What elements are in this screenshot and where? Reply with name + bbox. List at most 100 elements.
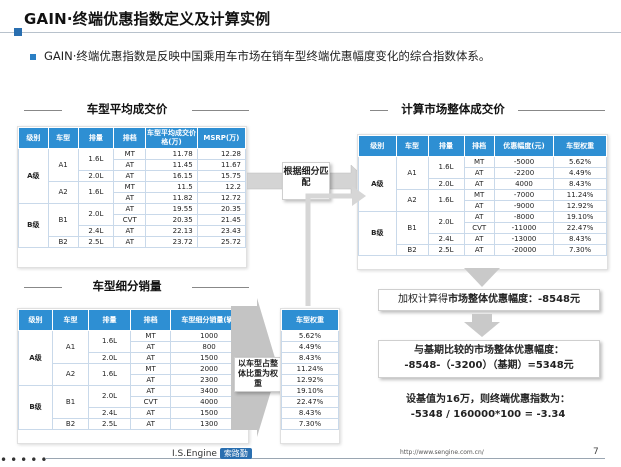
connector-arrow-icon bbox=[305, 186, 366, 306]
gear-cell: AT bbox=[113, 170, 147, 182]
gear-cell: CVT bbox=[130, 396, 172, 408]
weight-cell: 8.43% bbox=[281, 407, 339, 419]
weight-cell: 7.30% bbox=[553, 244, 607, 256]
compare-line-2: -8548-（-3200）（基期）=5348元 bbox=[404, 360, 574, 371]
disp-cell: 2.5L bbox=[427, 244, 465, 256]
disp-cell: 1.6L bbox=[88, 363, 132, 386]
disp-cell: 2.4L bbox=[427, 233, 465, 245]
msrp-cell: 25.72 bbox=[196, 236, 247, 248]
weighted-value: -8548元 bbox=[538, 294, 580, 305]
header-cell: 车型平均成交价格(万) bbox=[145, 127, 198, 149]
disp-cell: 2.0L bbox=[88, 352, 132, 364]
discount-cell: -2200 bbox=[493, 167, 555, 179]
discount-cell: -7000 bbox=[493, 189, 555, 201]
model-cell: B2 bbox=[395, 244, 429, 256]
gear-cell: AT bbox=[113, 159, 147, 171]
header-cell: 车型权重 bbox=[553, 135, 607, 157]
header-cell: 优惠幅度(元) bbox=[493, 135, 555, 157]
header-cell: 排档 bbox=[113, 127, 147, 149]
gear-cell: AT bbox=[463, 211, 495, 223]
gear-cell: MT bbox=[130, 363, 172, 375]
header-cell: 排量 bbox=[77, 127, 115, 149]
section-title-market-price: 计算市场整体成交价 bbox=[388, 101, 518, 117]
level-cell: A级 bbox=[18, 148, 49, 204]
level-cell: A级 bbox=[17, 330, 54, 386]
weight-cell: 11.24% bbox=[553, 189, 607, 201]
weight-cell: 4.49% bbox=[281, 341, 339, 353]
disp-cell: 2.0L bbox=[427, 211, 465, 234]
weight-cell: 22.47% bbox=[281, 396, 339, 408]
weight-cell: 8.43% bbox=[281, 352, 339, 364]
gear-cell: AT bbox=[130, 374, 172, 386]
price-cell: 22.13 bbox=[145, 225, 198, 237]
weight-cell: 5.62% bbox=[281, 330, 339, 342]
brand-tag: 索路勤 bbox=[219, 448, 252, 459]
weight-cell: 4.49% bbox=[553, 167, 607, 179]
discount-cell: -5000 bbox=[493, 156, 555, 168]
weight-cell: 12.92% bbox=[281, 374, 339, 386]
page-number: 7 bbox=[593, 447, 599, 457]
header-cell: 车型 bbox=[52, 309, 90, 331]
disp-cell: 2.4L bbox=[88, 407, 132, 419]
discount-cell: -8000 bbox=[493, 211, 555, 223]
msrp-cell: 12.28 bbox=[196, 148, 247, 160]
gear-cell: AT bbox=[113, 203, 147, 215]
gear-cell: AT bbox=[130, 385, 172, 397]
disp-cell: 1.6L bbox=[88, 330, 132, 353]
header-cell: 级别 bbox=[358, 135, 397, 157]
header-cell: MSRP(万) bbox=[196, 127, 247, 149]
gear-cell: MT bbox=[463, 189, 495, 201]
gear-cell: AT bbox=[463, 233, 495, 245]
price-cell: 11.5 bbox=[145, 181, 198, 193]
compare-line-1: 与基期比较的市场整体优惠幅度： bbox=[414, 345, 564, 356]
price-cell: 11.82 bbox=[145, 192, 198, 204]
level-cell: B级 bbox=[18, 203, 49, 248]
price-cell: 23.72 bbox=[145, 236, 198, 248]
model-cell: B1 bbox=[395, 211, 429, 245]
weight-table-frame: 车型权重 5.62% 4.49% 8.43% 11.24% 12.92% 19.… bbox=[280, 308, 340, 444]
weight-label: 以车型占整体比重为权重 bbox=[234, 357, 282, 392]
weight-cell: 8.43% bbox=[553, 178, 607, 190]
gear-cell: MT bbox=[113, 181, 147, 193]
msrp-cell: 12.2 bbox=[196, 181, 247, 193]
msrp-cell: 15.75 bbox=[196, 170, 247, 182]
price-cell: 16.15 bbox=[145, 170, 198, 182]
disp-cell: 1.6L bbox=[427, 189, 465, 212]
disp-cell: 2.0L bbox=[77, 203, 115, 226]
weighted-label: 市场整体优惠幅度： bbox=[448, 294, 538, 305]
discount-cell: -9000 bbox=[493, 200, 555, 212]
title-marker bbox=[14, 28, 22, 36]
header-cell: 排量 bbox=[88, 309, 132, 331]
gear-cell: MT bbox=[113, 148, 147, 160]
gear-cell: CVT bbox=[113, 214, 147, 226]
gear-cell: AT bbox=[130, 407, 172, 419]
gear-cell: MT bbox=[130, 330, 172, 342]
weighted-prefix: 加权计算得 bbox=[398, 294, 448, 305]
disp-cell: 2.5L bbox=[77, 236, 115, 248]
weight-table: 车型权重 5.62% 4.49% 8.43% 11.24% 12.92% 19.… bbox=[281, 309, 339, 430]
weight-cell: 5.62% bbox=[553, 156, 607, 168]
header-cell: 车型 bbox=[47, 127, 79, 149]
disp-cell: 2.0L bbox=[88, 385, 132, 408]
weight-cell: 12.92% bbox=[553, 200, 607, 212]
model-cell: A2 bbox=[52, 363, 90, 386]
msrp-cell: 21.45 bbox=[196, 214, 247, 226]
market-table-frame: 级别 车型 排量 排档 优惠幅度(元) 车型权重 A级 A1 1.6L MT -… bbox=[357, 134, 608, 270]
footer-rule bbox=[45, 458, 605, 459]
footer-url[interactable]: http://www.sengine.com.cn/ bbox=[400, 449, 484, 456]
disp-cell: 1.6L bbox=[77, 181, 115, 204]
market-table: 级别 车型 排量 排档 优惠幅度(元) 车型权重 A级 A1 1.6L MT -… bbox=[358, 135, 607, 256]
discount-cell: -11000 bbox=[493, 222, 555, 234]
weight-cell: 7.30% bbox=[281, 418, 339, 430]
gear-cell: AT bbox=[463, 244, 495, 256]
gear-cell: AT bbox=[463, 167, 495, 179]
header-cell: 排档 bbox=[130, 309, 172, 331]
model-cell: A2 bbox=[395, 189, 429, 212]
weighted-result-box: 加权计算得市场整体优惠幅度：-8548元 bbox=[378, 289, 600, 311]
model-cell: A1 bbox=[52, 330, 90, 364]
avg-price-table: 级别 车型 排量 排档 车型平均成交价格(万) MSRP(万) A级 A1 1.… bbox=[18, 127, 247, 248]
gear-cell: AT bbox=[113, 225, 147, 237]
section-title-avg-price: 车型平均成交价 bbox=[62, 101, 192, 117]
model-cell: B2 bbox=[47, 236, 79, 248]
discount-cell: 4000 bbox=[493, 178, 555, 190]
